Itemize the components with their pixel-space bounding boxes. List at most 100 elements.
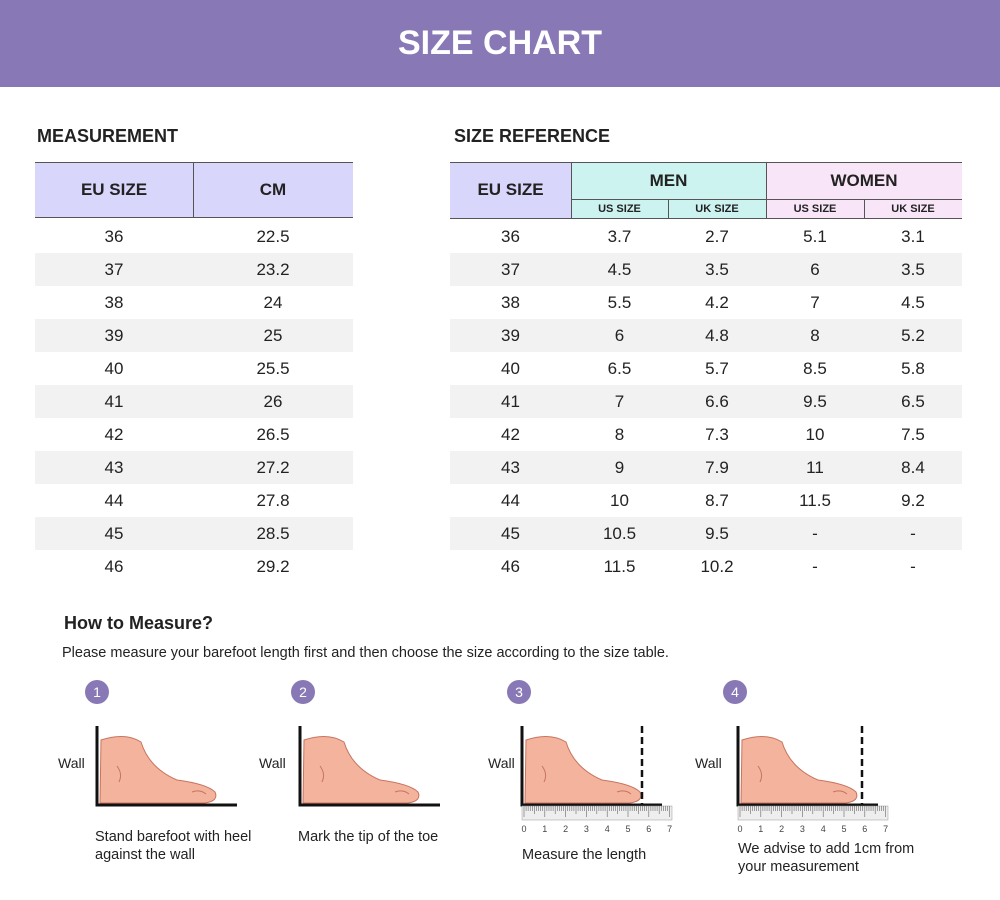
foot [99,736,217,804]
ruler-label: 2 [563,824,568,834]
ruler-label: 1 [758,824,763,834]
table-cell: - [812,523,818,543]
table-cell: 11 [806,457,824,477]
table-cell: 43 [501,457,520,477]
table-cell: 22.5 [256,226,290,246]
row-bg [35,451,353,484]
table-cell: 40 [501,358,520,378]
table-cell: 26 [263,391,283,411]
table-cell: 8 [614,424,625,444]
table-cell: 11.5 [799,490,831,510]
section-title: MEASUREMENT [37,126,179,146]
table-cell: 3.5 [901,259,925,279]
table-cell: - [910,523,916,543]
wall-floor [520,726,662,807]
table-cell: 4.8 [705,325,729,345]
table-cell: 25.5 [256,358,290,378]
wall-label: Wall [488,755,515,771]
table-cell: 24 [263,292,283,312]
table-cell: 5.8 [901,358,925,378]
table-cell: 6 [614,325,625,345]
how-title: How to Measure? [64,613,214,633]
wall-floor [298,726,440,807]
table-cell: 45 [104,523,124,543]
step-badge [291,680,315,704]
table-cell: 7 [614,391,625,411]
table-cell: 6.5 [607,358,632,378]
table-cell: 8.7 [705,490,729,510]
ruler-label: 1 [542,824,547,834]
table-cell: 7.3 [705,424,729,444]
table-cell: 11.5 [603,556,636,576]
table-cell: 4.5 [901,292,925,312]
toe [757,765,848,795]
table-cell: 3.5 [705,259,729,279]
table-cell: - [910,556,916,576]
wall-floor [95,726,237,807]
ruler-label: 4 [821,824,826,834]
wall-label: Wall [58,755,85,771]
rule [450,218,962,219]
table-cell: 7.9 [705,457,729,477]
ruler-label: 5 [841,824,846,834]
table-cell: 10.5 [602,523,637,543]
sub-header: UK SIZE [891,203,935,215]
table-cell: 10.2 [700,556,734,576]
wall-label: Wall [695,755,722,771]
table-cell: 46 [104,556,124,576]
table-header-bg [35,162,353,218]
table-cell: 23.2 [256,259,290,279]
table-cell: 5.2 [901,325,925,345]
table-cell: 6.6 [705,391,729,411]
table-cell: 42 [501,424,520,444]
ruler-label: 7 [883,824,888,834]
table-cell: 38 [104,292,124,312]
how-intro: Please measure your barefoot length firs… [62,645,669,661]
row-bg [450,253,962,286]
table-cell: 36 [501,226,520,246]
row-bg [35,385,353,418]
ruler-label: 2 [779,824,784,834]
ruler-label: 3 [800,824,805,834]
table-cell: 9.2 [901,490,925,510]
sub-header: UK SIZE [695,203,739,215]
table-cell: 39 [501,325,520,345]
ruler-label: 5 [625,824,630,834]
step-badge [723,680,747,704]
step-caption: Stand barefoot with heel against the wal… [95,829,252,863]
page-title: SIZE CHART [398,24,602,62]
table-cell: 7.5 [901,424,925,444]
table-cell: 10 [610,490,629,510]
table-cell: 36 [104,226,124,246]
ruler-label: 0 [737,824,742,834]
table-cell: 4.2 [705,292,729,312]
divider [193,162,194,218]
toe [116,765,207,795]
table-cell: 43 [104,457,124,477]
section-title: SIZE REFERENCE [454,126,611,146]
toe [319,765,410,795]
step-number: 1 [93,684,101,700]
column-header: CM [259,180,287,199]
group-header: WOMEN [830,171,898,190]
sub-header: US SIZE [598,203,641,215]
column-header: EU SIZE [477,180,544,199]
table-cell: 37 [104,259,124,279]
table-cell: 4.5 [607,259,632,279]
table-cell: 2.7 [705,226,729,246]
table-cell: 46 [501,556,520,576]
table-cell: 45 [501,523,520,543]
table-cell: 9.5 [803,391,827,411]
ruler-label: 0 [521,824,526,834]
table-cell: 6.5 [901,391,925,411]
sub-header: US SIZE [793,203,837,215]
table-cell: 8 [810,325,820,345]
header-bar [0,0,1000,87]
row-bg [35,517,353,550]
table-cell: 44 [104,490,124,510]
table-cell: 10 [805,424,825,444]
row-bg [450,319,962,352]
divider [668,199,669,218]
table-cell: 28.5 [256,523,290,543]
